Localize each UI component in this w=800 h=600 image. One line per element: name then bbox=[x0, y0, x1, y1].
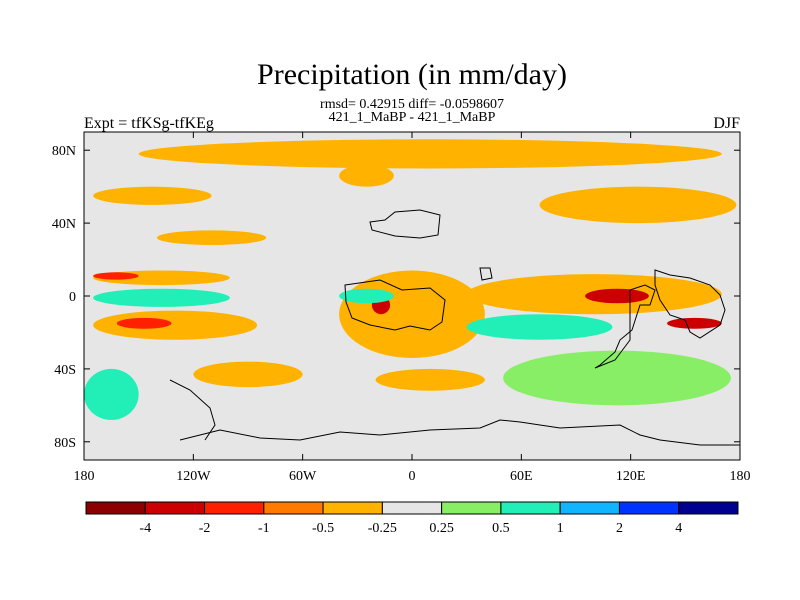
x-tick-label: 60W bbox=[289, 469, 317, 484]
colorbar-label: -4 bbox=[139, 521, 151, 536]
region-tropical-s-pacific-band bbox=[93, 288, 230, 307]
coastline-antarctic-peninsula bbox=[169, 379, 216, 441]
coastline-africa bbox=[344, 279, 446, 331]
coastline-antarctica bbox=[179, 419, 740, 446]
colorbar-label: -0.25 bbox=[368, 521, 397, 536]
region-tropical-n-pacific-core bbox=[93, 272, 139, 280]
colorbar-label: 2 bbox=[616, 521, 623, 536]
colorbar-label: -1 bbox=[258, 521, 270, 536]
region-tropical-s-pacific-core bbox=[116, 317, 172, 329]
colorbar-swatch bbox=[263, 501, 324, 515]
colorbar-swatch bbox=[381, 501, 443, 515]
colorbar-swatch bbox=[322, 501, 383, 515]
chart-subtitle-cases: 421_1_MaBP - 421_1_MaBP bbox=[329, 110, 496, 125]
colorbar: -4 -2 -1 -0.5 -0.25 0.25 0.5 1 2 4 bbox=[85, 501, 739, 536]
colorbar-swatch bbox=[144, 501, 206, 515]
region-africa-wet bbox=[339, 288, 394, 304]
coastline-greenland bbox=[369, 209, 441, 239]
colorbar-swatch bbox=[85, 501, 146, 515]
contour-regions bbox=[84, 139, 737, 420]
colorbar-label: 4 bbox=[675, 521, 682, 536]
region-maritime-continent-wet bbox=[466, 314, 613, 340]
y-tick-label: 0 bbox=[69, 290, 76, 305]
region-w-pacific-core bbox=[667, 317, 722, 329]
x-axis: 180 120W 60W 0 60E 120E 180 bbox=[74, 132, 751, 484]
region-southern-ocean-band bbox=[84, 368, 139, 420]
x-tick-label: 120W bbox=[176, 469, 211, 484]
chart-right-label: DJF bbox=[713, 115, 740, 132]
colorbar-label: 0.25 bbox=[429, 521, 454, 536]
region-india-ocean-core bbox=[585, 288, 649, 304]
region-s-pacific-midlat bbox=[193, 361, 303, 388]
region-n-pacific-west bbox=[93, 186, 212, 205]
y-axis: 80N 40N 0 40S 80S bbox=[52, 144, 740, 451]
y-tick-label: 80N bbox=[52, 144, 76, 159]
colorbar-swatch bbox=[559, 501, 620, 515]
colorbar-label: 1 bbox=[557, 521, 564, 536]
coastline-tasmania bbox=[479, 267, 493, 281]
region-atlantic-itcz bbox=[339, 270, 485, 358]
colorbar-swatch bbox=[204, 501, 265, 515]
region-n-asia-patch bbox=[539, 186, 737, 224]
x-tick-label: 60E bbox=[510, 469, 533, 484]
colorbar-swatch bbox=[441, 501, 502, 515]
x-tick-label: 120E bbox=[616, 469, 646, 484]
region-n-atlantic-patch bbox=[339, 164, 394, 187]
region-s-indian-ocean bbox=[503, 350, 731, 406]
chart-left-label: Expt = tfKSg-tfKEg bbox=[84, 115, 214, 132]
x-tick-label: 180 bbox=[730, 469, 751, 484]
y-tick-label: 80S bbox=[54, 436, 76, 451]
x-tick-label: 0 bbox=[409, 469, 416, 484]
y-tick-label: 40N bbox=[52, 217, 76, 232]
chart-title: Precipitation (in mm/day) bbox=[257, 58, 567, 91]
coastlines bbox=[169, 209, 740, 446]
colorbar-label: -0.5 bbox=[312, 521, 334, 536]
coastline-south-america bbox=[594, 284, 656, 369]
colorbar-label: 0.5 bbox=[492, 521, 510, 536]
chart-subtitle-stats: rmsd= 0.42915 diff= -0.0598607 bbox=[320, 97, 504, 112]
colorbar-swatch bbox=[618, 501, 680, 515]
y-tick-label: 40S bbox=[54, 363, 76, 378]
region-mid-n-pacific bbox=[156, 230, 267, 245]
x-tick-label: 180 bbox=[74, 469, 95, 484]
colorbar-label: -2 bbox=[199, 521, 211, 536]
region-arctic-band-1 bbox=[138, 139, 722, 169]
region-s-atlantic-band bbox=[375, 368, 485, 391]
colorbar-swatch bbox=[678, 501, 739, 515]
region-tropical-s-pacific bbox=[93, 310, 258, 340]
coastline-australia bbox=[654, 269, 726, 339]
colorbar-swatch bbox=[500, 501, 561, 515]
